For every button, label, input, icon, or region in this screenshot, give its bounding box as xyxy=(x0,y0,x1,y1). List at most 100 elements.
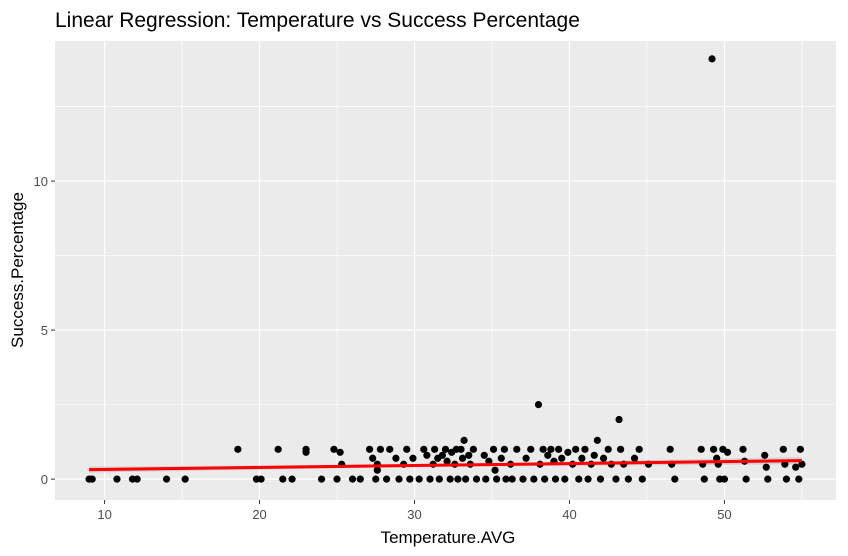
data-point xyxy=(792,463,800,471)
data-point xyxy=(279,475,287,483)
data-point xyxy=(257,475,265,483)
data-point xyxy=(330,445,338,453)
data-point xyxy=(441,445,450,453)
data-point xyxy=(519,475,527,483)
data-point xyxy=(392,454,400,462)
data-point xyxy=(386,445,394,453)
data-point xyxy=(575,475,583,483)
data-point xyxy=(615,415,623,424)
data-point xyxy=(373,466,381,474)
y-axis-title: Success.Percentage xyxy=(8,192,27,348)
data-point xyxy=(796,445,804,453)
data-point xyxy=(522,454,530,462)
data-point xyxy=(541,475,549,483)
data-point xyxy=(500,445,508,453)
data-point xyxy=(395,475,403,483)
data-point xyxy=(454,475,462,483)
data-point xyxy=(317,475,326,483)
data-point xyxy=(485,457,493,465)
data-point xyxy=(584,475,592,483)
data-point xyxy=(530,475,538,483)
data-point xyxy=(472,475,481,483)
data-point xyxy=(369,454,377,462)
data-point xyxy=(564,448,572,456)
data-point xyxy=(708,55,716,63)
data-point xyxy=(423,451,431,459)
data-point xyxy=(113,475,121,483)
data-point xyxy=(697,445,705,453)
data-point xyxy=(617,445,625,453)
chart-title: Linear Regression: Temperature vs Succes… xyxy=(55,9,580,32)
data-point xyxy=(489,445,498,453)
data-point xyxy=(409,454,417,462)
data-point xyxy=(638,475,646,483)
data-point xyxy=(590,451,598,459)
data-point xyxy=(365,445,374,453)
data-point xyxy=(383,475,391,483)
data-point xyxy=(764,475,772,483)
data-point xyxy=(795,475,803,483)
data-point xyxy=(234,445,242,453)
data-point xyxy=(578,454,586,462)
data-point xyxy=(742,475,750,483)
data-point xyxy=(781,460,789,468)
data-point xyxy=(348,475,357,483)
data-point xyxy=(709,445,718,453)
data-point xyxy=(779,445,787,453)
data-point xyxy=(561,475,569,483)
data-point xyxy=(762,463,770,471)
data-point xyxy=(700,475,708,483)
x-tick-label: 30 xyxy=(407,507,421,522)
data-point xyxy=(181,475,189,483)
x-tick-label: 10 xyxy=(97,507,111,522)
data-point xyxy=(336,448,344,456)
data-point xyxy=(462,475,470,483)
data-point xyxy=(666,445,674,453)
data-point xyxy=(457,445,465,453)
data-points xyxy=(85,55,806,483)
data-point xyxy=(502,475,510,483)
x-tick-label: 50 xyxy=(717,507,731,522)
data-point xyxy=(630,454,639,462)
fit-line xyxy=(89,459,802,472)
data-point xyxy=(376,445,385,453)
data-point xyxy=(572,445,580,453)
data-point xyxy=(739,445,747,453)
data-point xyxy=(558,454,566,462)
y-tick-label: 10 xyxy=(34,174,48,189)
data-point xyxy=(720,475,729,483)
data-point xyxy=(446,475,454,483)
data-point xyxy=(431,445,439,453)
data-point xyxy=(465,451,473,459)
data-point xyxy=(635,445,643,453)
data-point xyxy=(596,475,605,483)
data-point xyxy=(420,445,428,453)
data-point xyxy=(458,454,467,462)
data-point xyxy=(497,454,505,462)
data-point xyxy=(604,445,612,453)
regression-line xyxy=(89,459,802,472)
data-point xyxy=(460,436,468,444)
data-point xyxy=(782,475,791,483)
data-point xyxy=(288,475,296,483)
data-point xyxy=(581,445,589,453)
data-point xyxy=(482,475,490,483)
x-tick-label: 20 xyxy=(252,507,266,522)
data-point xyxy=(534,401,543,409)
data-point xyxy=(426,475,434,483)
data-point xyxy=(539,445,547,453)
data-point xyxy=(443,457,451,465)
data-point xyxy=(713,454,721,462)
data-point xyxy=(415,475,423,483)
data-point xyxy=(438,451,447,459)
data-point xyxy=(469,445,477,453)
data-point xyxy=(555,445,563,453)
data-point xyxy=(406,475,414,483)
data-point xyxy=(547,445,555,453)
data-point xyxy=(302,448,310,456)
data-point xyxy=(274,445,282,453)
data-point xyxy=(527,445,535,453)
data-point xyxy=(480,451,488,459)
y-tick-label: 0 xyxy=(41,472,48,487)
